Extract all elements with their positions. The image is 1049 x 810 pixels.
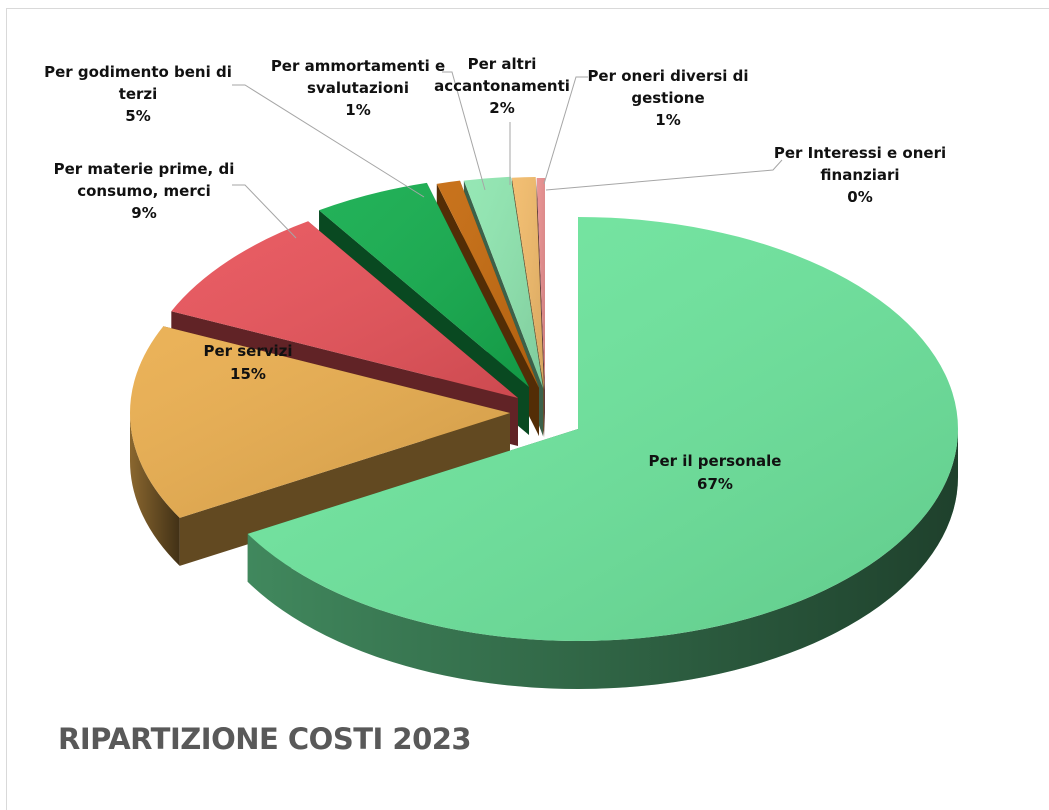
data-label-text: svalutazioni <box>307 79 409 97</box>
slice-side-shade-0 <box>247 429 959 690</box>
data-label-7: Per Interessi e oneri finanziari 0% <box>774 144 946 206</box>
data-label-5: Per altri accantonamenti 2% <box>434 55 570 117</box>
data-labels: Per il personale 67% Per servizi 15% Per mat… <box>44 55 946 493</box>
data-label-value: 5% <box>125 107 150 125</box>
slice-gloss-2 <box>171 221 518 398</box>
data-label-value: 9% <box>131 204 156 222</box>
data-label-1: Per servizi 15% <box>203 342 292 383</box>
data-label-value: 67% <box>697 475 733 493</box>
data-label-value: 1% <box>655 111 680 129</box>
leader-line-2 <box>232 184 297 239</box>
data-label-text: gestione <box>631 89 704 107</box>
slice-gloss-3 <box>319 182 529 387</box>
slice-gloss-7 <box>536 178 545 390</box>
data-label-0: Per il personale 67% <box>649 452 782 493</box>
data-label-text: consumo, merci <box>77 182 211 200</box>
data-label-6: Per oneri diversi di gestione 1% <box>587 67 748 129</box>
data-label-text: Per ammortamenti e <box>271 57 445 75</box>
data-label-text: terzi <box>119 85 158 103</box>
pie-chart: Per il personale 67% Per servizi 15% Per mat… <box>44 55 959 690</box>
data-label-2: Per materie prime, di consumo, merci 9% <box>54 160 235 222</box>
pie-tops <box>129 176 958 642</box>
slice-side-shade-1 <box>130 413 180 566</box>
data-label-text: Per Interessi e oneri <box>774 144 946 162</box>
data-label-text: Per altri <box>468 55 537 73</box>
data-label-4: Per ammortamenti e svalutazioni 1% <box>271 57 445 119</box>
slice-gloss-1 <box>129 326 510 518</box>
data-label-text: Per oneri diversi di <box>587 67 748 85</box>
slice-gloss-4 <box>436 180 539 388</box>
slice-gloss-0 <box>247 217 958 642</box>
data-label-text: Per godimento beni di <box>44 63 232 81</box>
data-label-value: 15% <box>230 365 266 383</box>
data-label-text: Per materie prime, di <box>54 160 235 178</box>
data-label-text: accantonamenti <box>434 77 570 95</box>
leader-line-3 <box>232 84 425 198</box>
slice-cut-wall-1-0 <box>179 413 510 566</box>
leader-line-4 <box>442 71 486 191</box>
slice-gloss-6 <box>511 177 544 389</box>
data-label-value: 2% <box>489 99 514 117</box>
data-label-value: 1% <box>345 101 370 119</box>
data-label-text: Per il personale <box>649 452 782 470</box>
label-leader-lines <box>232 71 783 239</box>
data-label-text: Per servizi <box>203 342 292 360</box>
leader-line-7 <box>545 159 783 191</box>
data-label-value: 0% <box>847 188 872 206</box>
slice-gloss-5 <box>463 176 543 388</box>
chart-title: RIPARTIZIONE COSTI 2023 <box>58 722 472 756</box>
leader-line-6 <box>543 76 588 185</box>
data-label-3: Per godimento beni di terzi 5% <box>44 63 232 125</box>
data-label-text: finanziari <box>820 166 899 184</box>
